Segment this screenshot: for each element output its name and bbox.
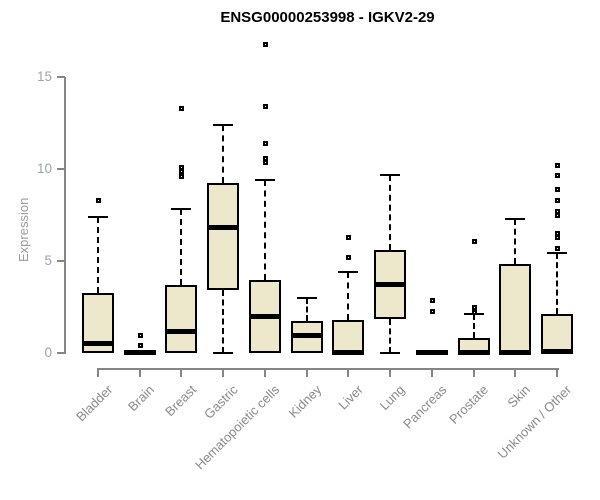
outlier-point (554, 213, 560, 218)
outlier-point (179, 174, 185, 180)
median-line (123, 349, 156, 355)
y-axis-tick (57, 260, 65, 262)
outlier-point (554, 198, 560, 204)
x-tick-label: Brain (125, 382, 158, 415)
x-tick-label: Liver (335, 382, 366, 413)
upper-whisker-line (305, 297, 308, 321)
outlier-point (96, 198, 101, 204)
x-axis-tick (555, 369, 558, 377)
upper-whisker-cap (380, 174, 401, 177)
y-axis-tick (57, 168, 65, 170)
outlier-point (429, 297, 435, 303)
upper-whisker-cap (213, 123, 234, 126)
median-line (332, 349, 365, 355)
box (207, 182, 240, 291)
upper-whisker-cap (254, 179, 275, 182)
y-tick-label: 10 (36, 161, 52, 176)
median-line (457, 350, 490, 356)
x-tick-label: Skin (504, 382, 533, 411)
upper-whisker-cap (171, 208, 192, 211)
x-tick-label: Prostate (446, 382, 492, 427)
upper-whisker-line (472, 314, 475, 339)
outlier-point (137, 332, 143, 338)
median-line (165, 328, 198, 334)
outlier-point (554, 172, 560, 178)
y-tick-label: 0 (44, 345, 52, 360)
box (499, 263, 532, 353)
upper-whisker-cap (296, 296, 317, 299)
median-line (82, 340, 114, 346)
lower-whisker-line (389, 318, 392, 353)
x-axis-tick (389, 369, 392, 377)
outlier-point (179, 106, 185, 112)
x-axis-tick (180, 369, 183, 377)
x-axis-line (97, 368, 559, 370)
lower-whisker-cap (213, 352, 234, 354)
box (540, 314, 573, 353)
upper-whisker-line (347, 272, 350, 320)
outlier-point (262, 159, 268, 165)
x-axis-tick (430, 369, 433, 377)
x-tick-label: Kidney (285, 382, 325, 421)
median-line (540, 349, 573, 355)
median-line (207, 224, 240, 230)
y-tick-label: 15 (36, 69, 52, 84)
y-axis-line (64, 77, 66, 354)
x-tick-label: Unknown / Other (495, 382, 575, 462)
x-axis-tick (472, 369, 475, 377)
x-axis-tick (222, 369, 225, 377)
outlier-point (471, 238, 477, 244)
upper-whisker-line (180, 209, 183, 285)
box (332, 319, 365, 353)
lower-whisker-line (222, 290, 225, 353)
median-line (415, 350, 448, 356)
upper-whisker-line (389, 175, 392, 250)
outlier-point (137, 342, 143, 348)
outlier-point (471, 309, 477, 315)
outlier-point (262, 41, 268, 47)
outlier-point (554, 163, 560, 169)
outlier-point (471, 305, 477, 310)
upper-whisker-line (97, 216, 99, 294)
outlier-point (554, 187, 560, 193)
y-tick-label: 5 (44, 253, 52, 268)
upper-whisker-line (263, 180, 266, 281)
y-axis-tick (57, 352, 65, 354)
upper-whisker-cap (546, 251, 567, 254)
lower-whisker-cap (380, 352, 401, 354)
median-line (248, 314, 281, 320)
outlier-point (429, 308, 435, 314)
x-tick-label: Breast (161, 382, 200, 420)
upper-whisker-line (555, 252, 558, 315)
x-axis-tick (347, 369, 350, 377)
median-line (499, 349, 532, 355)
upper-whisker-line (222, 124, 225, 183)
x-tick-label: Lung (376, 382, 408, 414)
upper-whisker-cap (505, 217, 526, 220)
outlier-point (262, 141, 268, 147)
x-axis-tick (97, 369, 99, 377)
outlier-point (346, 235, 352, 241)
upper-whisker-cap (338, 271, 359, 274)
chart-title: ENSG00000253998 - IGKV2-29 (220, 9, 435, 26)
outlier-point (554, 235, 560, 241)
x-axis-tick (138, 369, 141, 377)
x-tick-label: Pancreas (399, 382, 450, 432)
outlier-point (554, 246, 560, 252)
x-axis-tick (514, 369, 517, 377)
outlier-point (262, 104, 268, 110)
y-axis-tick (57, 76, 65, 78)
outlier-point (346, 255, 352, 261)
x-axis-tick (263, 369, 266, 377)
x-tick-label: Gastric (201, 382, 241, 422)
median-line (290, 332, 323, 338)
x-tick-label: Bladder (73, 382, 116, 425)
upper-whisker-cap (88, 215, 108, 218)
x-axis-tick (305, 369, 308, 377)
upper-whisker-line (514, 218, 517, 264)
box (165, 284, 198, 353)
outlier-point (179, 168, 185, 174)
median-line (374, 282, 407, 287)
